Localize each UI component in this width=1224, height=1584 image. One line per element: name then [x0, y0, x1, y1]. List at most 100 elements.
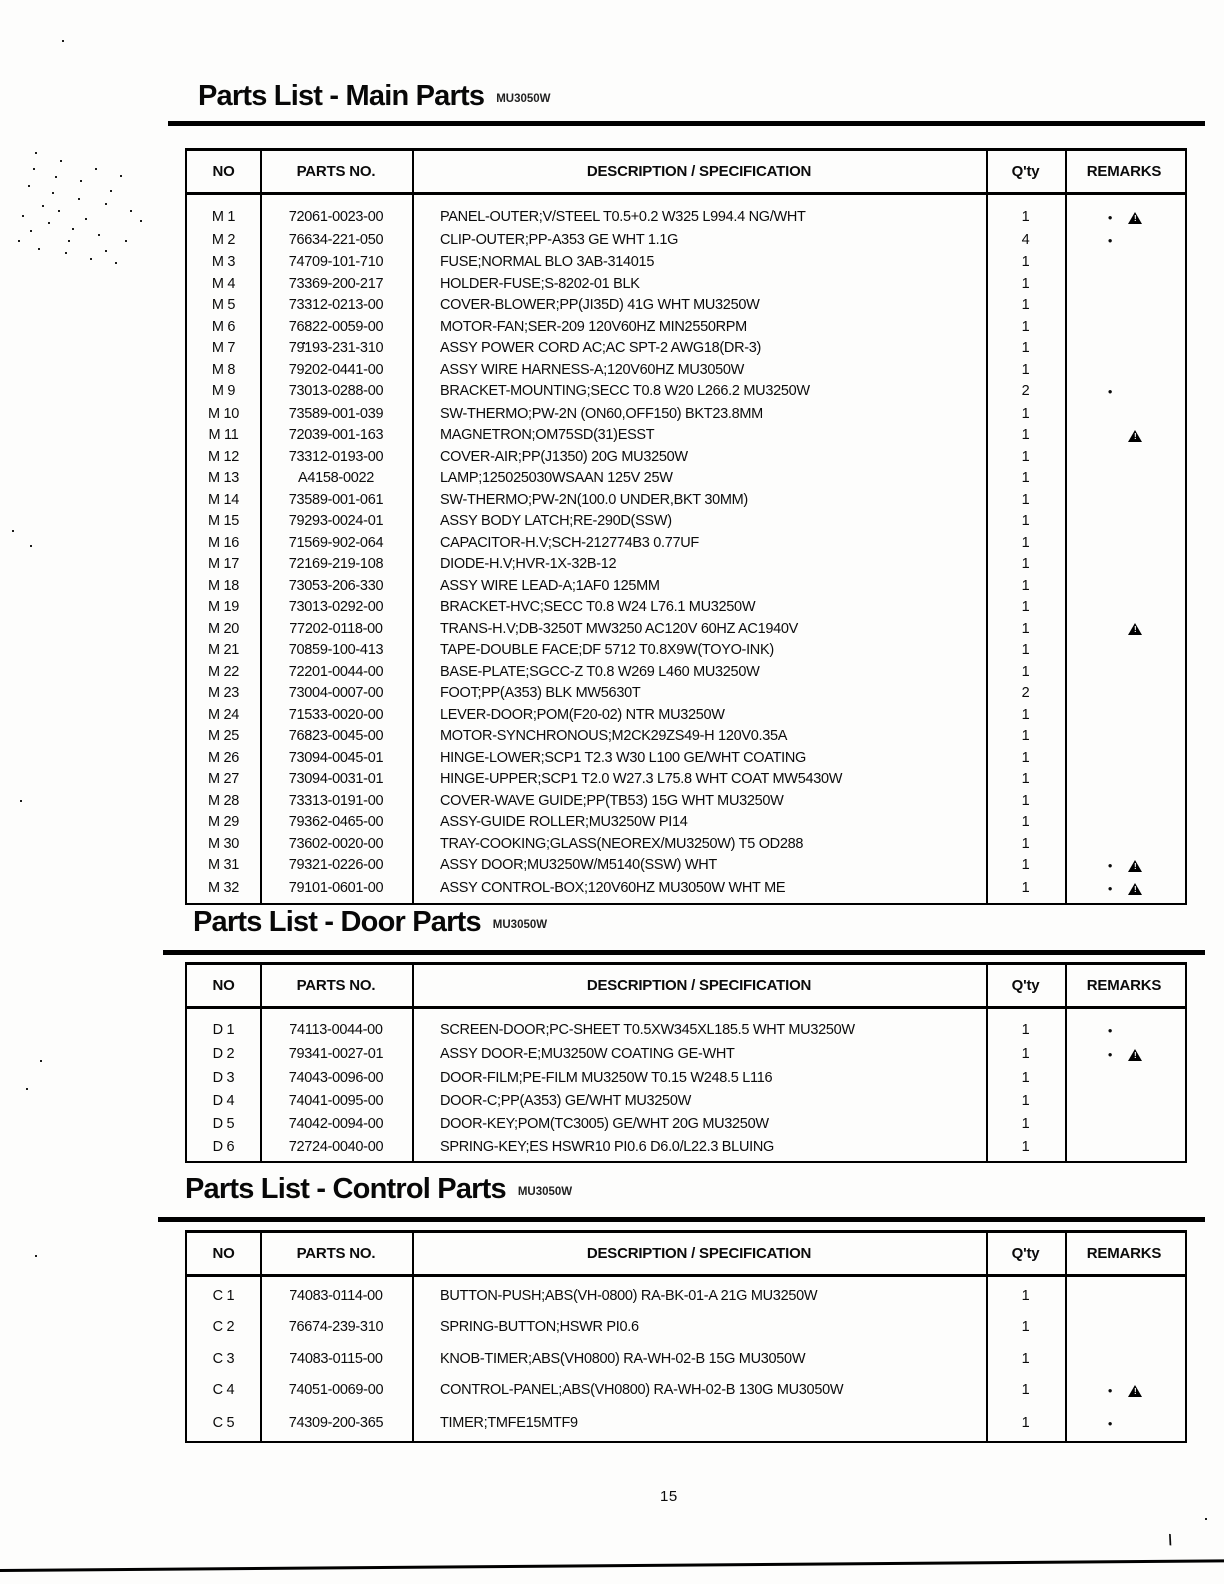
table-row: M 1 72061-0023-00 PANEL-OUTER;V/STEEL T0.5…: [187, 207, 1185, 230]
remark-dot-slot: ●: [1105, 230, 1115, 253]
row-no: D 5: [212, 1116, 235, 1132]
table-row: M 13 A4158-0022 LAMP;125025030WSAAN 125V 2…: [187, 468, 1185, 490]
row-qty: 1: [1021, 771, 1030, 787]
column-divider: [1065, 965, 1067, 1161]
row-qty: 1: [1021, 577, 1030, 594]
column-divider: [1065, 151, 1067, 903]
warning-exclamation: !: [1134, 884, 1137, 894]
row-remarks: [1065, 1090, 1183, 1113]
row-qty: 1: [1021, 1139, 1030, 1155]
row-qty: 4: [1021, 231, 1030, 248]
row-remarks: ●: [1065, 1019, 1183, 1043]
warning-exclamation: !: [1134, 625, 1137, 635]
row-description: DIODE-H.V;HVR-1X-32B-12: [440, 556, 617, 572]
row-part-number: 71569-902-064: [288, 534, 384, 551]
column-header-parts-no: PARTS NO.: [296, 1245, 376, 1262]
column-divider: [412, 151, 414, 903]
remark-dot-slot: ●: [1105, 381, 1115, 404]
table-row: C 2 76674-239-310 SPRING-BUTTON;HSWR PI0.6…: [187, 1312, 1185, 1343]
column-header-description: DESCRIPTION / SPECIFICATION: [586, 1245, 812, 1262]
remark-warning-slot: !: [1127, 212, 1143, 225]
table-row: M 7 79193-231-310 ASSY POWER CORD AC;AC SP…: [187, 338, 1185, 360]
row-remarks: [1065, 812, 1183, 834]
model-label: MU3050W: [517, 1186, 573, 1198]
scan-artifact: \: [1166, 1531, 1174, 1550]
row-description: KNOB-TIMER;ABS(VH0800) RA-WH-02-B 15G MU…: [440, 1350, 806, 1367]
page-title: Parts List - Door Parts MU3050W: [193, 906, 547, 939]
row-remarks: [1065, 533, 1183, 555]
warning-triangle-icon: !: [1128, 623, 1142, 636]
row-qty: 1: [1021, 361, 1030, 378]
table-row: M 27 73094-0031-01 HINGE-UPPER;SCP1 T2.0 W…: [187, 769, 1185, 791]
row-qty: 2: [1021, 685, 1030, 701]
row-part-number: 76822-0059-00: [288, 318, 384, 335]
row-qty: 1: [1021, 1116, 1030, 1132]
row-description: CLIP-OUTER;PP-A353 GE WHT 1.1G: [440, 231, 679, 248]
row-no: C 4: [212, 1382, 235, 1399]
row-description: BRACKET-HVC;SECC T0.8 W24 L76.1 MU3250W: [440, 599, 756, 615]
row-description: SPRING-KEY;ES HSWR10 PI0.6 D6.0/L22.3 BL…: [440, 1139, 774, 1155]
row-no: M 9: [211, 383, 236, 399]
row-remarks: [1065, 468, 1183, 490]
column-divider: [986, 965, 988, 1161]
row-no: M 13: [207, 470, 240, 486]
bullet-dot-icon: ●: [1107, 213, 1113, 222]
column-header-remarks: REMARKS: [1086, 977, 1162, 994]
row-description: CONTROL-PANEL;ABS(VH0800) RA-WH-02-B 130…: [440, 1382, 844, 1399]
row-description: BRACKET-MOUNTING;SECC T0.8 W20 L266.2 MU…: [440, 383, 810, 399]
row-qty: 1: [1021, 1070, 1030, 1086]
bullet-dot-icon: ●: [1107, 1026, 1113, 1035]
row-qty: 1: [1021, 1288, 1030, 1304]
page-title: Parts List - Control Parts MU3050W: [185, 1173, 572, 1206]
row-remarks: ●!: [1065, 1043, 1183, 1067]
table-row: M 11 72039-001-163 MAGNETRON;OM75SD(31)ESS…: [187, 425, 1185, 447]
column-header-remarks: REMARKS: [1086, 1245, 1162, 1262]
row-description: COVER-AIR;PP(J1350) 20G MU3250W: [440, 448, 688, 465]
table-row: M 18 73053-206-330 ASSY WIRE LEAD-A;1AF0 1…: [187, 576, 1185, 598]
row-no: M 3: [211, 254, 236, 270]
row-description: HINGE-UPPER;SCP1 T2.0 W27.3 L75.8 WHT CO…: [440, 771, 843, 787]
row-no: M 15: [207, 513, 240, 529]
row-part-number: 73602-0020-00: [288, 835, 384, 852]
table-body: M 1 72061-0023-00 PANEL-OUTER;V/STEEL T0.5…: [187, 195, 1185, 900]
row-remarks: !: [1065, 425, 1183, 447]
row-remarks: ●!: [1065, 855, 1183, 878]
row-qty: 1: [1021, 513, 1030, 529]
row-part-number: 73013-0288-00: [288, 383, 384, 399]
row-no: M 31: [207, 857, 240, 873]
warning-triangle-icon: !: [1128, 882, 1142, 895]
table-row: C 5 74309-200-365 TIMER;TMFE15MTF9 1 ●: [187, 1408, 1185, 1440]
row-no: M 4: [211, 275, 236, 292]
row-qty: 1: [1021, 427, 1030, 443]
row-part-number: 79193-231-310: [288, 340, 384, 356]
row-no: D 6: [212, 1139, 235, 1155]
row-remarks: [1065, 662, 1183, 684]
bullet-dot-icon: ●: [1107, 1386, 1113, 1396]
remark-warning-slot: !: [1127, 1049, 1143, 1061]
table-row: C 4 74051-0069-00 CONTROL-PANEL;ABS(VH0800…: [187, 1375, 1185, 1407]
row-description: ASSY BODY LATCH;RE-290D(SSW): [440, 513, 672, 529]
table-row: M 20 77202-0118-00 TRANS-H.V;DB-3250T MW32…: [187, 619, 1185, 641]
row-qty: 1: [1021, 814, 1030, 830]
row-qty: 1: [1021, 1382, 1030, 1399]
row-remarks: [1065, 317, 1183, 339]
remark-dot-slot: ●: [1105, 1408, 1115, 1440]
row-part-number: 74041-0095-00: [288, 1093, 384, 1109]
column-divider: [986, 1233, 988, 1441]
table-row: M 26 73094-0045-01 HINGE-LOWER;SCP1 T2.3 W…: [187, 748, 1185, 770]
row-description: SPRING-BUTTON;HSWR PI0.6: [440, 1319, 639, 1336]
bullet-dot-icon: ●: [1107, 235, 1113, 245]
row-part-number: 79362-0465-00: [288, 814, 384, 830]
remark-warning-slot: !: [1127, 429, 1143, 442]
row-no: C 5: [212, 1414, 235, 1431]
model-label: MU3050W: [496, 93, 551, 105]
row-qty: 1: [1021, 599, 1030, 615]
row-part-number: 73312-0213-00: [288, 297, 384, 313]
row-no: M 30: [207, 835, 240, 852]
row-no: M 29: [207, 814, 240, 830]
row-description: ASSY DOOR;MU3250W/M5140(SSW) WHT: [440, 857, 717, 873]
column-divider: [412, 965, 414, 1161]
row-part-number: 77202-0118-00: [289, 620, 383, 637]
row-qty: 1: [1021, 448, 1030, 465]
row-remarks: ●!: [1065, 207, 1183, 230]
